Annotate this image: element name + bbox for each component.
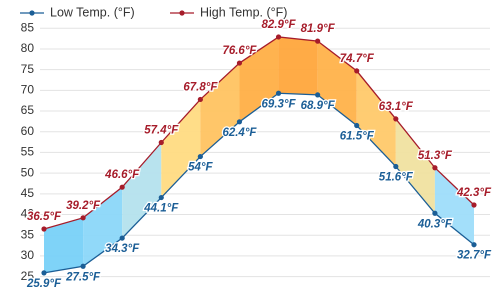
point <box>80 263 86 269</box>
data-label: 63.1°F <box>379 101 414 113</box>
y-tick-label: 55 <box>21 145 35 159</box>
y-tick-label: 40 <box>21 207 35 221</box>
data-label: 44.1°F <box>143 203 179 215</box>
point <box>393 116 399 122</box>
range-band <box>317 41 357 126</box>
range-band <box>161 99 201 198</box>
range-band <box>356 70 396 167</box>
point <box>275 34 282 40</box>
y-tick-label: 50 <box>21 165 35 179</box>
y-tick-label: 25 <box>21 269 35 283</box>
data-label: 76.6°F <box>222 45 257 57</box>
point <box>158 139 164 146</box>
range-band <box>200 63 240 157</box>
y-tick-label: 85 <box>21 20 35 34</box>
range-band <box>434 167 474 245</box>
legend: Low Temp. (°F) High Temp. (°F) <box>20 5 287 19</box>
series-lines <box>41 34 477 276</box>
data-label: 81.9°F <box>301 23 336 35</box>
point <box>119 184 125 190</box>
point <box>315 38 321 44</box>
range-band <box>83 187 123 267</box>
series-line <box>43 92 475 274</box>
data-label: 74.7°F <box>340 53 375 65</box>
data-label: 57.4°F <box>144 125 179 137</box>
data-label: 51.6°F <box>379 172 414 184</box>
point <box>275 90 282 96</box>
point <box>354 68 360 74</box>
point <box>471 242 477 248</box>
point <box>158 194 164 201</box>
data-label: 39.2°F <box>66 200 101 212</box>
data-label: 62.4°F <box>222 127 257 139</box>
point <box>197 96 203 103</box>
data-label: 51.3°F <box>418 150 453 162</box>
data-label: 36.5°F <box>27 211 62 223</box>
range-bands <box>44 36 474 273</box>
point <box>41 270 47 276</box>
data-label: 68.9°F <box>301 100 336 112</box>
data-label: 69.3°F <box>262 98 297 110</box>
legend-marker <box>29 10 35 16</box>
data-labels: 25.9°F27.5°F 34.3°F 44.1°F 54°F 62.4°F 69.3°F… <box>25 18 493 291</box>
point <box>80 215 86 221</box>
range-band <box>278 36 318 95</box>
point <box>432 165 438 171</box>
data-label: 40.3°F <box>417 218 453 230</box>
data-label: 82.9°F <box>262 19 297 31</box>
range-band <box>395 118 435 214</box>
y-tick-label: 80 <box>21 41 35 55</box>
data-label: 61.5°F <box>340 131 375 143</box>
range-band <box>122 142 162 239</box>
legend-label: High Temp. (°F) <box>200 5 287 19</box>
y-tick-label: 65 <box>21 103 35 117</box>
point <box>197 153 203 160</box>
data-label: 46.6°F <box>104 169 140 181</box>
data-label: 34.3°F <box>105 243 140 255</box>
data-label: 42.3°F <box>456 187 492 199</box>
range-band <box>239 36 279 122</box>
data-label: 32.7°F <box>457 250 492 262</box>
legend-label: Low Temp. (°F) <box>50 5 135 19</box>
y-tick-label: 75 <box>21 62 35 76</box>
y-tick-label: 60 <box>21 124 35 138</box>
data-label: 27.5°F <box>65 271 101 283</box>
series-line <box>43 36 475 230</box>
point <box>471 202 477 208</box>
point <box>119 235 125 241</box>
y-tick-label: 70 <box>21 83 35 97</box>
data-label: 25.9°F <box>26 278 62 290</box>
point <box>41 226 47 232</box>
point <box>236 119 243 125</box>
y-tick-label: 45 <box>21 186 35 200</box>
range-band <box>44 217 84 273</box>
data-label: 67.8°F <box>183 81 218 93</box>
point <box>432 210 438 216</box>
y-tick-label: 30 <box>21 248 35 262</box>
point <box>236 60 243 66</box>
point <box>315 92 321 98</box>
point <box>393 163 399 170</box>
legend-marker <box>179 10 185 16</box>
data-label: 54°F <box>188 162 213 174</box>
point <box>354 122 360 129</box>
y-tick-label: 35 <box>21 227 35 241</box>
